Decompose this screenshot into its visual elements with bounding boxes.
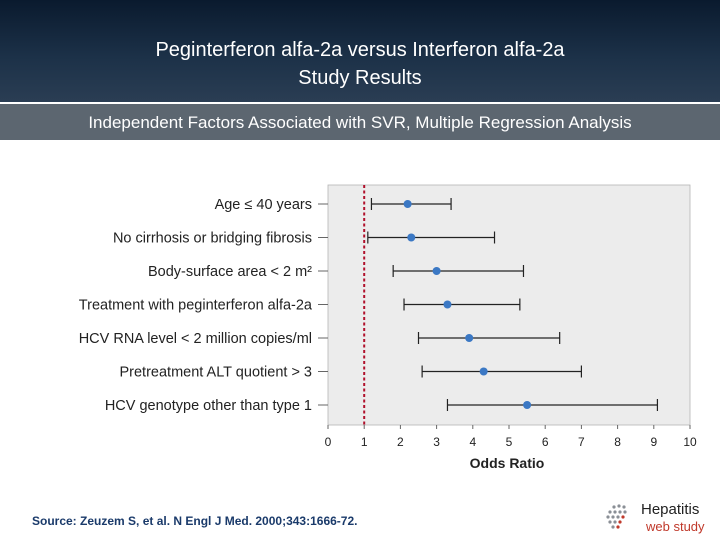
row-label: Treatment with peginterferon alfa-2a [79, 298, 313, 314]
x-tick-label: 8 [614, 435, 621, 449]
estimate-point [443, 300, 452, 309]
x-axis-label: Odds Ratio [470, 455, 545, 471]
x-tick-label: 9 [650, 435, 657, 449]
x-tick-label: 6 [542, 435, 549, 449]
x-tick-label: 0 [325, 435, 332, 449]
title-line-1: Peginterferon alfa-2a versus Interferon … [155, 39, 565, 61]
x-tick-label: 5 [506, 435, 513, 449]
row-label: Age ≤ 40 years [215, 197, 312, 213]
x-tick-label: 1 [361, 435, 368, 449]
estimate-point [523, 401, 532, 409]
hepatitis-logo: Hepatitis web study [604, 500, 716, 536]
x-tick-label: 2 [397, 435, 404, 449]
row-label: Body-surface area < 2 m² [148, 264, 312, 280]
row-label: HCV RNA level < 2 million copies/ml [79, 331, 312, 347]
subtitle-bar: Independent Factors Associated with SVR,… [0, 104, 720, 140]
logo-wordmark: Hepatitis [641, 501, 700, 518]
estimate-point [403, 200, 412, 208]
row-label: Pretreatment ALT quotient > 3 [119, 365, 312, 381]
x-tick-label: 10 [683, 435, 697, 449]
estimate-point [465, 334, 474, 342]
x-tick-label: 3 [433, 435, 440, 449]
title-banner: Peginterferon alfa-2a versus Interferon … [0, 0, 720, 104]
source-citation: Source: Zeuzem S, et al. N Engl J Med. 2… [32, 514, 358, 528]
estimate-point [432, 267, 441, 275]
hepatitis-logo-icon [606, 504, 627, 529]
estimate-point [479, 367, 488, 376]
divider [0, 102, 720, 104]
title-line-2: Study Results [298, 67, 422, 89]
logo-subtext: web study [646, 519, 705, 534]
row-label: No cirrhosis or bridging fibrosis [113, 231, 312, 247]
x-tick-label: 7 [578, 435, 585, 449]
estimate-point [407, 233, 416, 242]
row-label: HCV genotype other than type 1 [105, 398, 312, 414]
x-tick-label: 4 [469, 435, 476, 449]
